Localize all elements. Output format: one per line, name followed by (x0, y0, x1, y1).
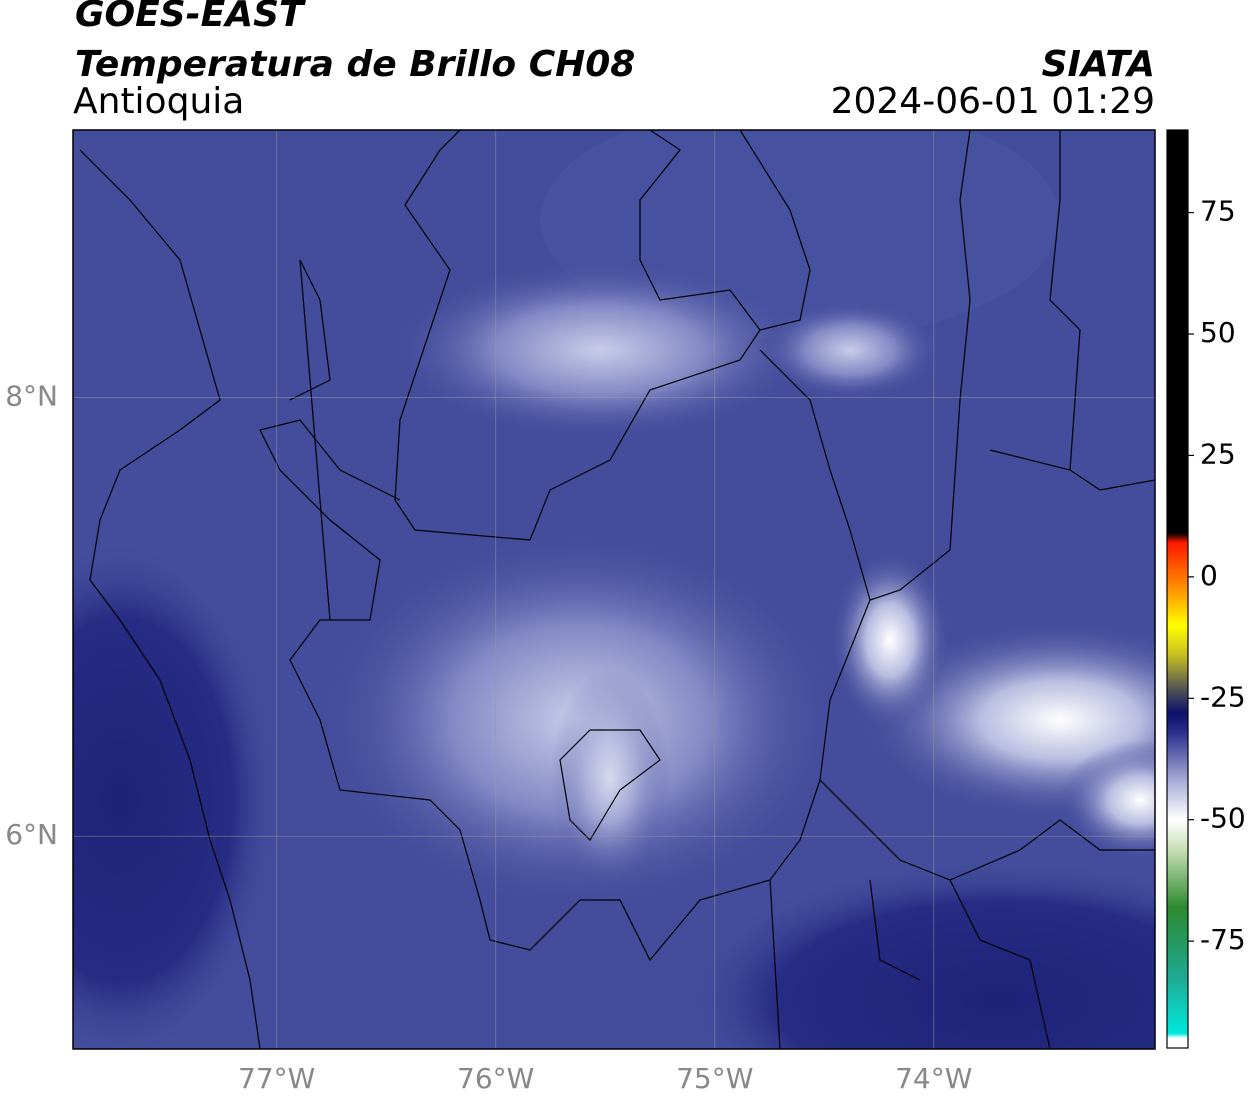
colorbar-tick-label: 0 (1200, 559, 1218, 592)
colorbar-tick-label: -75 (1200, 923, 1246, 956)
x-tick-label: 77°W (238, 1062, 315, 1095)
map-frame (72, 129, 1156, 1050)
datetime: 2024-06-01 01:29 (831, 81, 1155, 122)
x-tick-label: 75°W (676, 1062, 753, 1095)
colorbar-tick-label: 75 (1200, 195, 1236, 228)
subtitle: Temperatura de Brillo CH08 (75, 44, 635, 85)
colorbar-tick-label: -50 (1200, 802, 1246, 835)
y-tick-label: 8°N (5, 380, 58, 413)
colorbar-tick-label: -25 (1200, 680, 1246, 713)
source: SIATA (1042, 44, 1155, 85)
colorbar-tick-label: 50 (1200, 316, 1236, 349)
y-tick-label: 6°N (5, 818, 58, 851)
colorbar (1166, 129, 1189, 1049)
region: Antioquia (73, 81, 244, 122)
x-tick-label: 76°W (457, 1062, 534, 1095)
map-image (73, 130, 1155, 1049)
colorbar-tick-label: 25 (1200, 437, 1236, 470)
title: GOES-EAST (75, 0, 306, 35)
x-tick-label: 74°W (895, 1062, 972, 1095)
map-grid (73, 130, 1155, 1049)
